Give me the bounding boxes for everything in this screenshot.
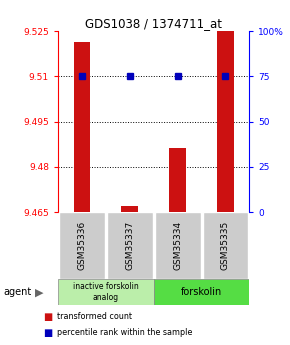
Bar bbox=[59, 212, 105, 279]
Text: agent: agent bbox=[3, 287, 31, 297]
Title: GDS1038 / 1374711_at: GDS1038 / 1374711_at bbox=[85, 17, 222, 30]
Bar bbox=[202, 212, 249, 279]
Bar bbox=[74, 42, 90, 212]
Text: ▶: ▶ bbox=[35, 287, 43, 297]
Text: ■: ■ bbox=[43, 328, 52, 338]
Text: GSM35336: GSM35336 bbox=[77, 221, 86, 270]
Bar bbox=[154, 279, 249, 305]
Bar bbox=[155, 212, 201, 279]
Bar bbox=[122, 206, 138, 212]
Text: transformed count: transformed count bbox=[57, 312, 132, 321]
Text: forskolin: forskolin bbox=[181, 287, 222, 297]
Text: inactive forskolin
analog: inactive forskolin analog bbox=[73, 282, 139, 303]
Text: ■: ■ bbox=[43, 312, 52, 322]
Bar bbox=[169, 148, 186, 212]
Bar bbox=[58, 279, 154, 305]
Bar bbox=[217, 31, 234, 212]
Text: GSM35337: GSM35337 bbox=[125, 221, 134, 270]
Text: GSM35335: GSM35335 bbox=[221, 221, 230, 270]
Bar bbox=[107, 212, 153, 279]
Text: percentile rank within the sample: percentile rank within the sample bbox=[57, 328, 192, 337]
Text: GSM35334: GSM35334 bbox=[173, 221, 182, 270]
